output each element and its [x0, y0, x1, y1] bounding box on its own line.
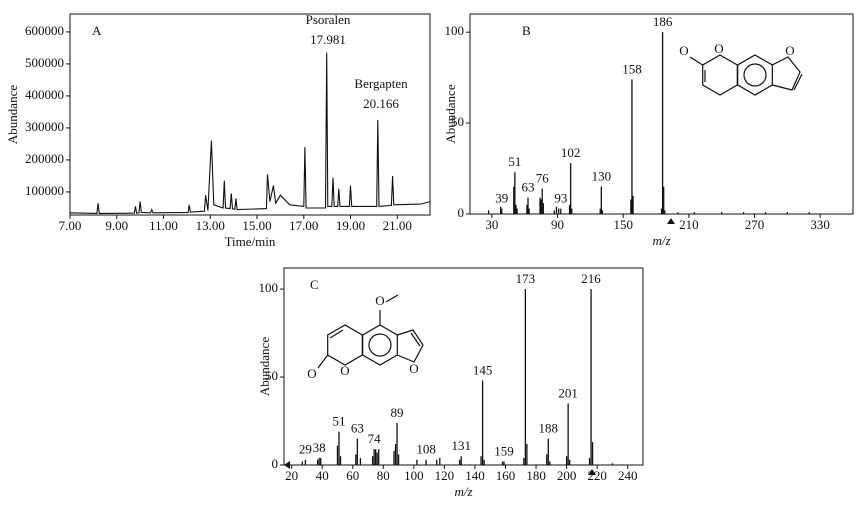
chromatogram-line — [69, 52, 431, 214]
y-tick-label: 100 — [259, 280, 279, 295]
peak-label: 131 — [451, 438, 471, 453]
x-tick-label: 60 — [346, 468, 359, 483]
atom-label: O — [375, 293, 384, 308]
peak-label: 74 — [368, 431, 382, 446]
peak-label: 93 — [554, 191, 567, 206]
annotation: 17.981 — [310, 32, 346, 47]
plot-frame — [283, 267, 644, 466]
bergapten-structure: O O O O — [307, 293, 424, 381]
atom-label: O — [714, 41, 723, 56]
x-tick-label: 15.00 — [242, 218, 271, 233]
peak-label: 63 — [351, 421, 364, 436]
peak-label: 159 — [494, 443, 514, 458]
x-tick-label: 30 — [485, 217, 498, 232]
y-tick-label: 500000 — [25, 55, 64, 70]
y-tick-label: 600000 — [25, 23, 64, 38]
y-axis-label: Abundance — [443, 84, 458, 143]
precursor-marker — [667, 218, 675, 224]
peak-label: 102 — [561, 145, 581, 160]
x-tick-label: 160 — [496, 468, 516, 483]
peak-label: 130 — [592, 169, 612, 184]
x-tick-label: 11.00 — [149, 218, 178, 233]
x-tick-label: 180 — [526, 468, 546, 483]
peak-label: 89 — [391, 405, 404, 420]
peak-label: 51 — [332, 414, 345, 429]
x-tick-label: 140 — [465, 468, 485, 483]
x-axis-label: Time/min — [225, 234, 276, 249]
x-tick-label: 20 — [285, 468, 298, 483]
annotation: Psoralen — [306, 12, 351, 27]
annotation: Bergapten — [354, 76, 408, 91]
annotation: 20.166 — [363, 96, 399, 111]
peak-label: 38 — [313, 440, 326, 455]
x-tick-label: 210 — [679, 217, 699, 232]
x-tick-label: 7.00 — [59, 218, 82, 233]
panel-label: C — [310, 277, 319, 292]
peak-label: 186 — [653, 14, 673, 29]
peak-label: 173 — [516, 271, 536, 286]
y-tick-label: 0 — [272, 456, 279, 471]
y-tick-label: 50 — [451, 114, 464, 129]
psoralen-structure: O O O — [679, 41, 803, 96]
x-tick-label: 100 — [404, 468, 424, 483]
peak-label: 76 — [536, 171, 550, 186]
x-axis-label: m/z — [652, 233, 670, 248]
peak-label: 216 — [581, 271, 601, 286]
x-tick-label: 120 — [435, 468, 455, 483]
x-tick-label: 19.00 — [336, 218, 365, 233]
x-tick-label: 150 — [613, 217, 633, 232]
y-tick-label: 100000 — [25, 183, 64, 198]
x-tick-label: 17.00 — [289, 218, 318, 233]
y-tick-label: 50 — [265, 368, 278, 383]
x-tick-label: 40 — [316, 468, 329, 483]
y-tick-label: 300000 — [25, 119, 64, 134]
y-axis-label: Abundance — [5, 85, 20, 144]
peak-label: 108 — [416, 442, 436, 457]
x-tick-label: 220 — [587, 468, 607, 483]
x-tick-label: 330 — [810, 217, 830, 232]
x-tick-label: 270 — [745, 217, 765, 232]
atom-label: O — [679, 43, 688, 58]
x-tick-label: 80 — [377, 468, 390, 483]
x-axis-label: m/z — [454, 484, 472, 499]
precursor-marker — [588, 469, 596, 475]
peak-label: 158 — [622, 61, 642, 76]
y-tick-label: 200000 — [25, 151, 64, 166]
panel-label: A — [92, 23, 102, 38]
peak-label: 201 — [558, 385, 578, 400]
atom-label: O — [340, 363, 349, 378]
peak-label: 63 — [521, 180, 534, 195]
x-tick-label: 200 — [557, 468, 577, 483]
peak-label: 29 — [299, 442, 312, 457]
x-tick-label: 21.00 — [383, 218, 412, 233]
peak-label: 145 — [473, 363, 493, 378]
peak-label: 51 — [508, 154, 521, 169]
x-tick-label: 13.00 — [196, 218, 225, 233]
atom-label: O — [307, 366, 316, 381]
y-tick-label: 100 — [445, 23, 465, 38]
peak-label: 39 — [495, 191, 508, 206]
x-tick-label: 90 — [551, 217, 564, 232]
y-axis-label: Abundance — [257, 337, 272, 396]
peak-label: 188 — [539, 421, 559, 436]
plot-frame — [69, 13, 431, 216]
x-tick-label: 240 — [618, 468, 638, 483]
atom-label: O — [785, 43, 794, 58]
x-tick-label: 9.00 — [105, 218, 128, 233]
panel-label: B — [522, 23, 531, 38]
y-tick-label: 400000 — [25, 87, 64, 102]
atom-label: O — [409, 361, 418, 376]
y-tick-label: 0 — [458, 205, 465, 220]
